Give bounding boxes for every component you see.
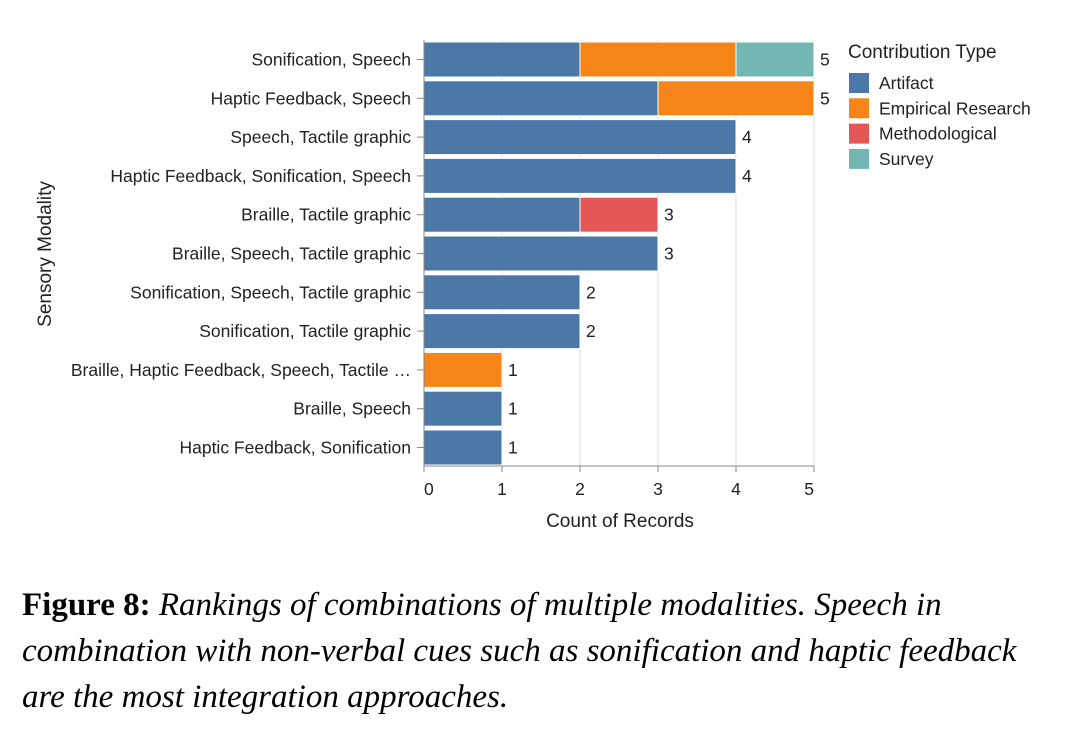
bar-segment bbox=[423, 80, 659, 117]
total-labels: 5 5 4 4 3 3 2 2 1 1 1 bbox=[508, 50, 830, 458]
bar-segment bbox=[423, 119, 737, 156]
y-tick-label: Speech, Tactile graphic bbox=[230, 127, 411, 147]
total-label: 2 bbox=[586, 321, 596, 341]
total-label: 1 bbox=[508, 360, 518, 380]
bar-segment bbox=[579, 196, 659, 233]
bars bbox=[423, 41, 815, 466]
y-axis: Sonification, Speech Haptic Feedback, Spe… bbox=[71, 40, 425, 466]
total-label: 3 bbox=[664, 244, 674, 264]
total-label: 4 bbox=[742, 166, 752, 186]
x-axis: 0 1 2 3 4 5 bbox=[423, 465, 815, 499]
x-tick-label: 1 bbox=[497, 479, 507, 499]
total-label: 3 bbox=[664, 205, 674, 225]
legend-swatch bbox=[849, 98, 869, 119]
total-label: 1 bbox=[508, 438, 518, 458]
bar-segment bbox=[423, 351, 503, 388]
y-tick-label: Haptic Feedback, Speech bbox=[211, 88, 411, 108]
bar-segment bbox=[423, 157, 737, 194]
legend-label: Empirical Research bbox=[879, 98, 1031, 118]
caption-text: Rankings of combinations of multiple mod… bbox=[22, 587, 1017, 715]
legend-label: Methodological bbox=[879, 124, 997, 144]
y-tick-label: Haptic Feedback, Sonification bbox=[179, 438, 411, 458]
bar-segment bbox=[423, 390, 503, 427]
total-label: 2 bbox=[586, 282, 596, 302]
y-tick-label: Haptic Feedback, Sonification, Speech bbox=[110, 166, 411, 186]
y-axis-title: Sensory Modality bbox=[35, 181, 56, 327]
x-tick-label: 5 bbox=[804, 479, 814, 499]
y-tick-label: Sonification, Speech, Tactile graphic bbox=[130, 282, 411, 302]
y-tick-label: Braille, Speech bbox=[293, 399, 411, 419]
x-tick-label: 0 bbox=[424, 479, 434, 499]
figure-caption: Figure 8: Rankings of combinations of mu… bbox=[22, 582, 1052, 720]
y-tick-label: Braille, Tactile graphic bbox=[241, 205, 411, 225]
caption-number: Figure 8: bbox=[22, 587, 151, 623]
bar-segment bbox=[423, 235, 659, 272]
bar-segment bbox=[579, 41, 737, 78]
total-label: 4 bbox=[742, 127, 752, 147]
bar-segment bbox=[423, 196, 581, 233]
legend-swatch bbox=[849, 123, 869, 144]
legend-swatch bbox=[849, 148, 869, 169]
bar-segment bbox=[735, 41, 815, 78]
x-tick-label: 4 bbox=[731, 479, 741, 499]
y-tick-label: Sonification, Speech bbox=[251, 50, 411, 70]
bar-segment bbox=[657, 80, 815, 117]
legend-swatch bbox=[849, 73, 869, 93]
legend-label: Artifact bbox=[879, 73, 934, 93]
stacked-bar-chart: 5 5 4 4 3 3 2 2 1 1 1 Sonification, Speech Haptic F… bbox=[35, 40, 1031, 532]
y-tick-label: Braille, Haptic Feedback, Speech, Tactil… bbox=[71, 360, 411, 380]
total-label: 5 bbox=[820, 88, 830, 108]
total-label: 5 bbox=[820, 50, 830, 70]
x-tick-label: 2 bbox=[575, 479, 585, 499]
bar-segment bbox=[423, 274, 581, 311]
bar-segment bbox=[423, 41, 581, 78]
x-tick-label: 3 bbox=[653, 479, 663, 499]
y-tick-label: Sonification, Tactile graphic bbox=[199, 321, 411, 341]
x-axis-title: Count of Records bbox=[546, 511, 694, 532]
legend-title: Contribution Type bbox=[848, 42, 997, 63]
legend-label: Survey bbox=[879, 149, 934, 169]
bar-segment bbox=[423, 313, 581, 350]
total-label: 1 bbox=[508, 399, 518, 419]
legend: Contribution Type Artifact Empirical Rese… bbox=[848, 42, 1031, 169]
y-tick-label: Braille, Speech, Tactile graphic bbox=[172, 244, 411, 264]
bar-segment bbox=[423, 429, 503, 466]
